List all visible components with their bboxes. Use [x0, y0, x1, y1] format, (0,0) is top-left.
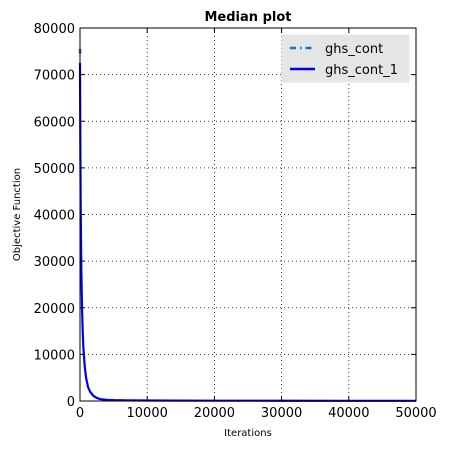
y-tick-label: 40000: [34, 209, 75, 224]
y-tick-label: 80000: [34, 22, 75, 37]
x-tick-label: 20000: [194, 406, 235, 421]
x-tick-label: 50000: [395, 406, 436, 421]
y-tick-label: 10000: [34, 348, 75, 363]
y-tick-label: 70000: [34, 69, 75, 84]
y-axis-label: Objective Function: [12, 168, 23, 261]
y-tick-label: 20000: [34, 302, 75, 317]
y-tick-label: 60000: [34, 115, 75, 130]
legend-box: [281, 34, 410, 83]
tick-layer: 0 10000 20000 30000 40000 50000 0 10000 20000 300…: [34, 22, 437, 421]
x-tick-label: 0: [76, 406, 84, 421]
y-tick-label: 30000: [34, 255, 75, 270]
legend: ghs_cont ghs_cont_1: [281, 34, 410, 83]
x-tick-label: 40000: [328, 406, 369, 421]
x-axis-label: Iterations: [224, 428, 272, 439]
y-tick-label: 50000: [34, 162, 75, 177]
legend-label-ghs-cont-1: ghs_cont_1: [325, 63, 398, 78]
y-tick-label: 0: [67, 395, 75, 410]
legend-label-ghs-cont: ghs_cont: [325, 42, 383, 57]
x-tick-label: 10000: [127, 406, 168, 421]
chart-title: Median plot: [205, 10, 292, 25]
x-tick-label: 30000: [261, 406, 302, 421]
